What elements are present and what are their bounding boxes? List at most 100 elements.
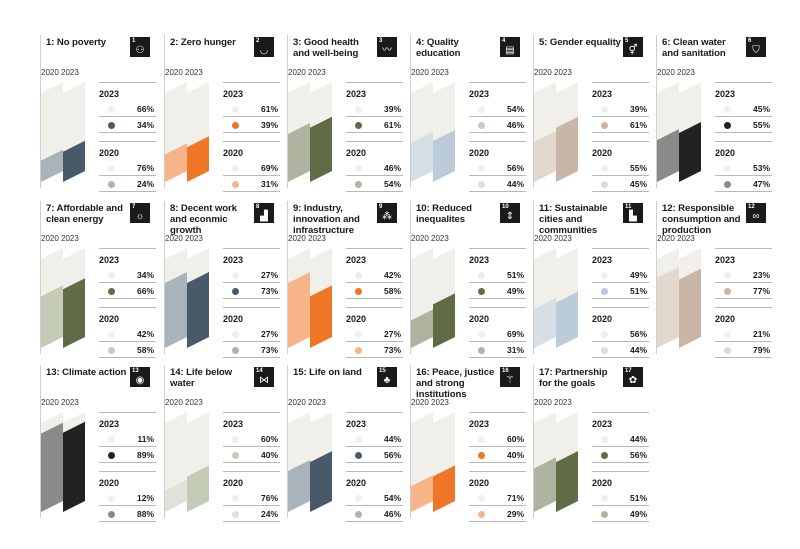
x-tick-label: 2020 — [165, 234, 183, 243]
series-year-label: 2020 — [715, 148, 736, 158]
legend-swatch — [232, 452, 239, 459]
divider — [223, 82, 280, 83]
divider — [99, 412, 156, 413]
data-label: 39% — [629, 104, 647, 114]
value-row: 40% — [223, 447, 280, 463]
divider — [469, 471, 526, 472]
year-axis-labels: 2020 2023 — [165, 68, 203, 77]
value-row: 89% — [99, 447, 156, 463]
series-year-label: 2023 — [715, 89, 736, 99]
stacked-bar-chart — [288, 82, 332, 182]
value-row: 24% — [223, 506, 280, 522]
series-year-label: 2023 — [223, 89, 244, 99]
value-row: 29% — [469, 506, 526, 522]
bar-2023-negative — [556, 82, 578, 128]
legend-block-2023: 2023 54% 46% — [469, 82, 526, 133]
bar-2020-positive — [288, 460, 310, 512]
data-label: 56% — [629, 450, 647, 460]
legend-swatch — [478, 452, 485, 459]
data-label: 71% — [506, 493, 524, 503]
series-year-label: 2020 — [99, 478, 120, 488]
value-row: 55% — [715, 117, 772, 133]
goal-badge: 12 ∞ — [746, 203, 766, 223]
year-axis-labels: 2020 2023 — [411, 398, 449, 407]
series-year-label: 2020 — [715, 314, 736, 324]
legend-swatch — [478, 511, 485, 518]
data-label: 79% — [752, 345, 770, 355]
value-row: 27% — [223, 326, 280, 342]
legend-swatch — [355, 181, 362, 188]
legend-swatch — [108, 122, 115, 129]
bar-2023-positive — [556, 291, 578, 348]
stacked-bar-chart — [411, 412, 455, 512]
bar-2020-negative — [411, 248, 433, 321]
x-tick-label: 2020 — [41, 234, 59, 243]
bar-2023-negative — [433, 412, 455, 477]
legend-block-2023: 2023 23% 77% — [715, 248, 772, 299]
legend-block-2023: 2023 11% 89% — [99, 412, 156, 463]
badge-number: 14 — [256, 368, 263, 374]
year-axis-labels: 2020 2023 — [288, 398, 326, 407]
value-row: 58% — [99, 342, 156, 358]
legend-block-2023: 2023 61% 39% — [223, 82, 280, 133]
goal-title: 6: Clean water and sanitation — [662, 37, 726, 59]
x-tick-label: 2023 — [308, 398, 326, 407]
goal-title: 10: Reduced inequalites — [416, 203, 472, 225]
year-axis-labels: 2020 2023 — [288, 68, 326, 77]
data-label: 24% — [260, 509, 278, 519]
data-label: 58% — [136, 345, 154, 355]
x-tick-label: 2023 — [554, 234, 572, 243]
legend-swatch — [601, 122, 608, 129]
bar-2020-positive — [41, 285, 63, 348]
divider — [99, 141, 156, 142]
value-row: 54% — [469, 101, 526, 117]
bar-2020-positive — [411, 131, 433, 182]
x-tick-label: 2023 — [61, 398, 79, 407]
value-row: 46% — [346, 506, 403, 522]
data-label: 12% — [136, 493, 154, 503]
goal-title: 15: Life on land — [293, 367, 362, 378]
legend-block-2023: 2023 39% 61% — [592, 82, 649, 133]
value-row: 73% — [346, 342, 403, 358]
series-year-label: 2023 — [346, 89, 367, 99]
data-label: 61% — [383, 120, 401, 130]
data-label: 44% — [383, 434, 401, 444]
divider — [223, 307, 280, 308]
stacked-bar-chart — [534, 82, 578, 182]
stacked-bar-chart — [41, 82, 85, 182]
legend-swatch — [724, 106, 731, 113]
value-row: 39% — [592, 101, 649, 117]
growth-chart-icon: ▟ — [260, 211, 268, 222]
data-label: 47% — [752, 179, 770, 189]
bar-2023-negative — [63, 248, 85, 290]
series-year-label: 2020 — [223, 314, 244, 324]
divider — [469, 248, 526, 249]
data-label: 55% — [752, 120, 770, 130]
stacked-bar-chart — [165, 82, 209, 182]
value-row: 34% — [99, 267, 156, 283]
legend-block-2023: 2023 27% 73% — [223, 248, 280, 299]
legend-swatch — [601, 452, 608, 459]
series-year-label: 2023 — [592, 419, 613, 429]
data-label: 56% — [629, 329, 647, 339]
value-row: 55% — [592, 160, 649, 176]
x-tick-label: 2020 — [288, 68, 306, 77]
legend-swatch — [232, 347, 239, 354]
x-tick-label: 2020 — [534, 398, 552, 407]
bar-2020-positive — [411, 475, 433, 512]
stacked-bar-chart — [165, 412, 209, 512]
bar-2020-positive — [41, 149, 63, 182]
bar-2020-positive — [534, 457, 556, 512]
goal-badge: 17 ✿ — [623, 367, 643, 387]
data-label: 89% — [136, 450, 154, 460]
legend-block-2023: 2023 44% 56% — [346, 412, 403, 463]
legend-block-2023: 2023 45% 55% — [715, 82, 772, 133]
bar-2020-negative — [165, 82, 187, 155]
legend-swatch — [478, 122, 485, 129]
data-label: 31% — [260, 179, 278, 189]
sdg-panel-5: 5: Gender equality 5 ⚥ 2020 2023 2023 39% 61% 2… — [533, 35, 649, 192]
goal-title: 2: Zero hunger — [170, 37, 236, 48]
bar-2020-negative — [657, 82, 679, 141]
goal-badge: 6 ⛉ — [746, 37, 766, 57]
x-tick-label: 2020 — [288, 398, 306, 407]
